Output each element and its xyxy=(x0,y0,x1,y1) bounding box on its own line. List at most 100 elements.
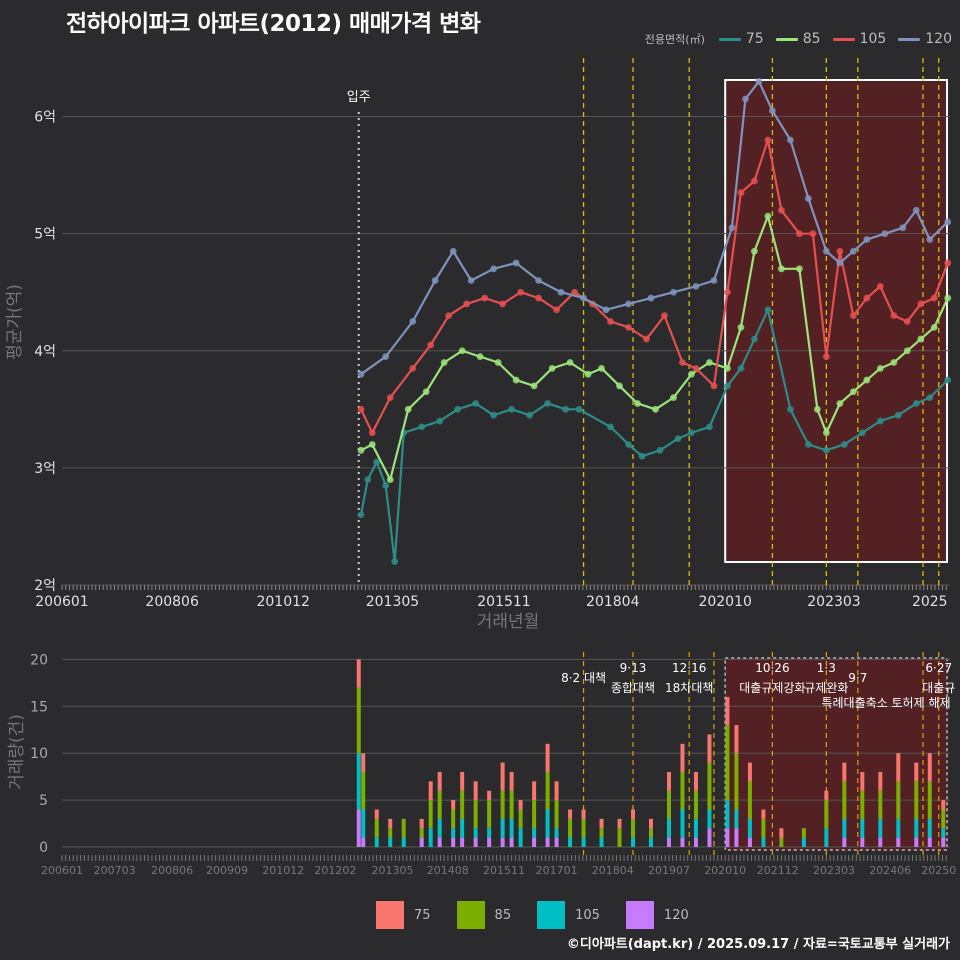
bar-segment-85 xyxy=(487,800,492,829)
bar-segment-75 xyxy=(631,809,636,819)
data-point-105 xyxy=(445,312,453,320)
bar-segment-105 xyxy=(747,818,752,838)
bar-segment-105 xyxy=(878,818,883,838)
bar-segment-85 xyxy=(860,790,865,819)
bar-segment-75 xyxy=(545,743,550,772)
data-point-85 xyxy=(386,476,394,483)
bar-x-tick-label: 201701 xyxy=(536,864,578,877)
data-point-120 xyxy=(382,353,390,361)
legend-area: 전용면적(㎡) 75 85 105 120 xyxy=(645,31,952,47)
bar-segment-75 xyxy=(487,790,492,801)
bar-segment-75 xyxy=(842,762,847,782)
bar-segment-85 xyxy=(693,790,698,819)
bar-segment-85 xyxy=(666,790,671,819)
data-point-105 xyxy=(876,282,884,290)
bar-segment-75 xyxy=(388,818,393,829)
bar-segment-105 xyxy=(896,818,901,838)
bar-segment-75 xyxy=(666,771,671,791)
policy-name-label: 8·2 대책 xyxy=(561,670,606,685)
data-point-105 xyxy=(643,335,650,343)
data-point-85 xyxy=(724,364,731,372)
bar-segment-75 xyxy=(473,781,478,801)
data-point-105 xyxy=(368,429,376,437)
bar-segment-105 xyxy=(401,837,406,847)
data-point-105 xyxy=(930,294,938,302)
bar-segment-75 xyxy=(437,771,442,791)
bar-legend-item-85: 85 xyxy=(456,901,511,929)
bar-segment-120 xyxy=(842,837,847,847)
data-point-120 xyxy=(467,277,475,284)
bar-segment-75 xyxy=(518,800,523,810)
data-point-120 xyxy=(742,95,749,103)
bar-segment-105 xyxy=(599,837,604,847)
data-point-85 xyxy=(822,429,830,437)
data-point-75 xyxy=(804,441,812,448)
data-point-105 xyxy=(903,318,911,325)
bar-segment-75 xyxy=(361,753,366,772)
bar-segment-75 xyxy=(599,818,604,829)
data-point-105 xyxy=(571,288,578,296)
data-point-120 xyxy=(670,288,677,296)
data-point-120 xyxy=(881,230,889,238)
bar-segment-120 xyxy=(707,828,712,847)
data-point-75 xyxy=(764,306,772,314)
bar-segment-105 xyxy=(914,818,919,838)
data-point-105 xyxy=(863,294,871,302)
bar-segment-105 xyxy=(649,837,654,847)
bar-segment-120 xyxy=(473,837,478,847)
bar-segment-75 xyxy=(914,762,919,782)
bar-segment-75 xyxy=(747,762,752,782)
data-point-85 xyxy=(404,405,412,413)
bar-segment-75 xyxy=(617,818,622,829)
bar-segment-105 xyxy=(680,809,685,838)
bar-segment-75 xyxy=(725,696,730,726)
x-tick-label: 202010 xyxy=(698,594,751,610)
bar-segment-75 xyxy=(649,818,654,829)
data-point-75 xyxy=(822,446,830,454)
data-point-75 xyxy=(876,417,884,425)
data-point-85 xyxy=(876,364,884,372)
bar-segment-105 xyxy=(451,828,456,838)
bar-segment-105 xyxy=(460,818,465,838)
data-point-85 xyxy=(548,364,556,372)
bar-segment-75 xyxy=(500,762,505,791)
bar-segment-75 xyxy=(451,800,456,810)
data-point-75 xyxy=(751,335,758,343)
data-point-85 xyxy=(357,446,365,454)
data-point-105 xyxy=(607,318,614,325)
bar-segment-75 xyxy=(693,771,698,791)
bar-segment-105 xyxy=(631,837,636,847)
data-point-120 xyxy=(625,300,632,308)
bar-segment-85 xyxy=(599,828,604,838)
bar-segment-85 xyxy=(824,800,829,829)
data-point-85 xyxy=(512,376,520,384)
x-tick-label: 200806 xyxy=(145,594,199,610)
bar-segment-85 xyxy=(747,781,752,819)
data-point-120 xyxy=(535,277,542,284)
data-point-120 xyxy=(849,247,857,255)
policy-name-label: 9·7 xyxy=(848,671,867,685)
bar-segment-75 xyxy=(356,659,361,688)
bar-segment-85 xyxy=(388,828,393,838)
data-point-105 xyxy=(751,177,758,185)
bar-x-tick-label: 200703 xyxy=(94,864,136,877)
data-point-85 xyxy=(777,265,785,273)
bar-segment-75 xyxy=(927,753,932,782)
policy-name-label: 대출규제강화 xyxy=(739,681,805,695)
policy-date-label: 1·3 xyxy=(817,661,836,675)
bar-segment-85 xyxy=(842,781,847,819)
data-point-105 xyxy=(737,189,745,197)
data-point-75 xyxy=(656,446,664,454)
bar-segment-85 xyxy=(581,818,586,838)
bar-segment-85 xyxy=(554,800,559,829)
data-point-105 xyxy=(809,230,817,238)
highlight-region xyxy=(724,79,948,563)
bar-segment-120 xyxy=(878,837,883,847)
bar-legend: 75 85 105 120 xyxy=(376,901,715,929)
bar-segment-105 xyxy=(361,809,366,838)
bar-x-tick-label: 201804 xyxy=(592,864,634,877)
data-point-85 xyxy=(670,394,677,402)
data-point-105 xyxy=(535,294,542,302)
data-point-85 xyxy=(634,400,641,407)
bar-segment-75 xyxy=(824,790,829,801)
